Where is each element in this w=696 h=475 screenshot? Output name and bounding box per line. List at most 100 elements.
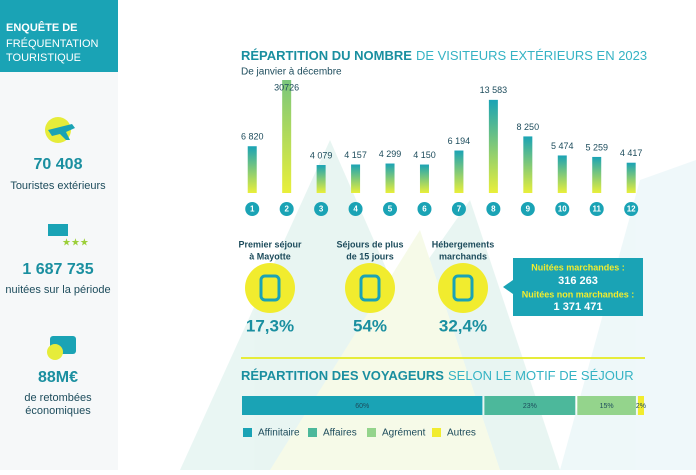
header: ENQUÊTE DE FRÉQUENTATION TOURISTIQUE: [6, 21, 99, 64]
header-line: ENQUÊTE DE: [6, 21, 78, 34]
bar: [316, 165, 326, 193]
x-tick-label: 1: [250, 205, 255, 214]
month-marker: [314, 202, 329, 216]
bar-segment: [637, 396, 644, 415]
callout-text: Nuitées marchandes :: [531, 262, 625, 272]
bar: [626, 162, 636, 193]
data-label: 6 820: [241, 132, 264, 142]
highlight-label: de 15 jours: [346, 251, 394, 261]
callout-text: 1 371 471: [554, 301, 603, 313]
legend-swatch: [308, 428, 317, 437]
header-box: [0, 0, 118, 72]
callout-text: Nuitées non marchandes :: [522, 289, 635, 299]
legend-label: Affaires: [323, 428, 357, 439]
month-marker: [555, 202, 570, 216]
chart-title-part: DE VISITEURS EXTÉRIEURS EN 2023: [416, 48, 647, 63]
x-tick-label: 12: [627, 205, 636, 214]
bar: [488, 99, 498, 193]
data-label: 60%: [355, 403, 369, 410]
bar: [557, 155, 567, 193]
bar: [419, 164, 429, 193]
highlight-value: 54%: [353, 316, 387, 335]
plane-icon: [48, 124, 75, 140]
x-tick-label: 7: [457, 205, 462, 214]
data-label: 23%: [523, 403, 537, 410]
x-tick-label: 4: [353, 205, 358, 214]
chart-title: RÉPARTITION DES VOYAGEURS SELON LE MOTIF …: [241, 368, 634, 383]
highlight-icon: [345, 263, 395, 313]
chart-title: RÉPARTITION DU NOMBRE DE VISITEURS EXTÉRI…: [241, 48, 647, 63]
bar: [247, 146, 257, 193]
data-label: 30726: [274, 82, 299, 92]
stat-label: économiques: [25, 405, 91, 417]
bar-segment: [577, 396, 636, 415]
callout-box: [513, 258, 643, 316]
callout-arrow: [503, 280, 513, 294]
data-label: 4 417: [620, 148, 643, 158]
bar: [282, 80, 292, 193]
stars-icon: ★★★: [62, 238, 89, 249]
bar: [523, 136, 533, 193]
stat-label: Touristes extérieurs: [10, 180, 106, 192]
stat-value: 1 687 735: [22, 261, 93, 278]
highlight-value: 32,4%: [439, 316, 487, 335]
highlight-value: 17,3%: [246, 316, 294, 335]
header-line: FRÉQUENTATION: [6, 37, 99, 50]
highlight-label: marchands: [439, 251, 487, 261]
coin-icon: [47, 344, 63, 360]
bar-segment: [242, 396, 483, 415]
chart-title-part: RÉPARTITION DES VOYAGEURS: [241, 368, 444, 383]
x-tick-label: 10: [558, 205, 567, 214]
bar: [351, 164, 361, 193]
bar: [454, 150, 464, 193]
stat-value: 70 408: [34, 156, 83, 173]
header-line: TOURISTIQUE: [6, 52, 81, 64]
month-marker: [245, 202, 260, 216]
bars: [247, 80, 636, 193]
highlight-icon: [245, 263, 295, 313]
bar: [385, 163, 395, 193]
stat-label: nuitées sur la période: [5, 284, 110, 296]
x-tick-label: 3: [319, 205, 324, 214]
legend-label: Agrément: [382, 428, 426, 439]
highlight-label: Premier séjour: [238, 239, 302, 249]
data-label: 13 583: [480, 85, 508, 95]
data-label: 5 259: [585, 142, 608, 152]
x-tick-label: 8: [491, 205, 496, 214]
callout-text: 316 263: [558, 275, 598, 287]
data-label: 8 250: [517, 122, 540, 132]
legend-swatch: [432, 428, 441, 437]
data-label: 4 150: [413, 150, 436, 160]
month-marker: [486, 202, 501, 216]
bar-segment: [484, 396, 576, 415]
data-label: 4 079: [310, 150, 333, 160]
data-label: 2%: [636, 403, 646, 410]
month-marker: [589, 202, 604, 216]
data-label: 4 299: [379, 149, 402, 159]
chart-title-part: SELON LE MOTIF DE SÉJOUR: [448, 368, 634, 383]
highlight-icon: [438, 263, 488, 313]
icons: ★★★: [45, 117, 89, 360]
month-marker: [417, 202, 432, 216]
month-marker: [279, 202, 294, 216]
month-marker: [348, 202, 363, 216]
bar: [592, 156, 602, 193]
highlight-icon-glyph: [359, 274, 381, 302]
data-label: 5 474: [551, 141, 574, 151]
legend-swatch: [367, 428, 376, 437]
highlight-icon-glyph: [452, 274, 474, 302]
highlight-label: à Mayotte: [249, 251, 291, 261]
highlight-label: Hébergements: [432, 239, 495, 249]
month-marker: [520, 202, 535, 216]
stat-label: de retombées: [24, 392, 92, 404]
highlight-label: Séjours de plus: [336, 239, 403, 249]
x-tick-label: 2: [284, 205, 289, 214]
bed-icon: [48, 224, 68, 236]
x-tick-label: 5: [388, 205, 393, 214]
month-marker: [451, 202, 466, 216]
chart-subtitle: De janvier à décembre: [241, 67, 342, 78]
legend-label: Affinitaire: [258, 428, 300, 439]
x-tick-label: 11: [592, 205, 601, 214]
data-label: 4 157: [344, 150, 367, 160]
